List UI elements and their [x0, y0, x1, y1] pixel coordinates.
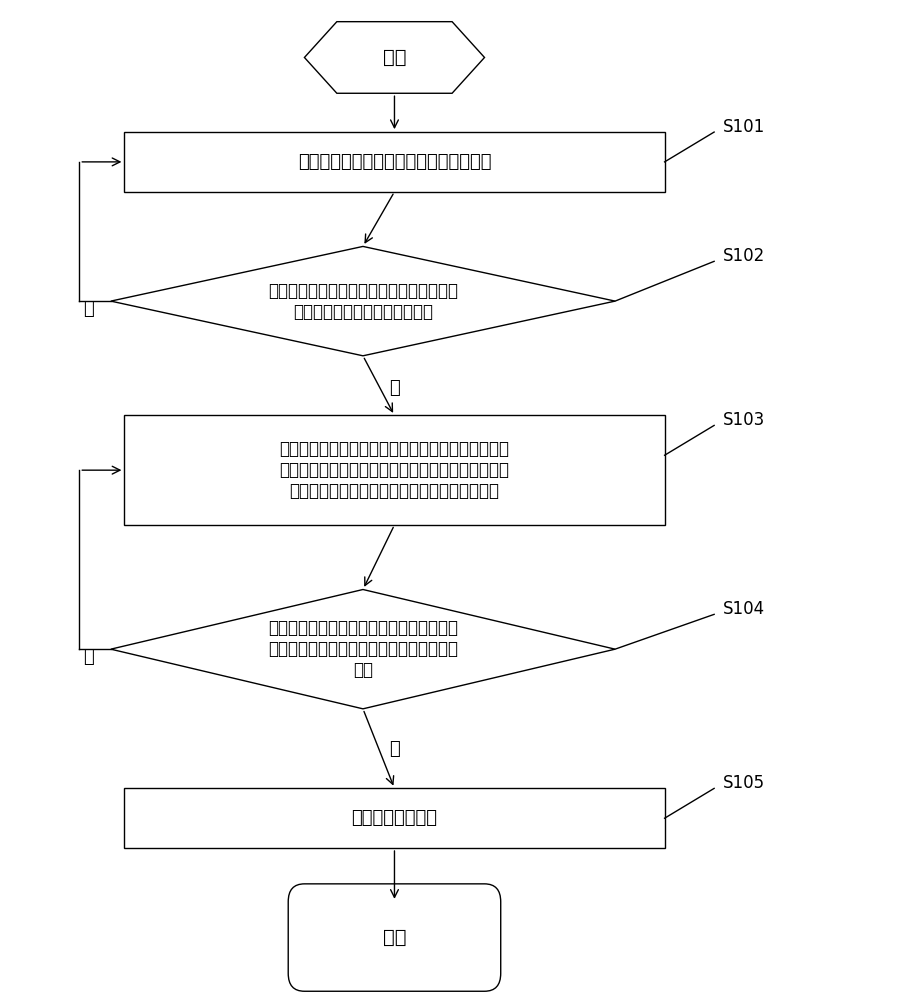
Text: 是: 是	[389, 379, 400, 397]
Text: S105: S105	[723, 774, 766, 792]
Text: 否: 否	[83, 300, 93, 318]
Text: S103: S103	[723, 411, 766, 429]
Text: S101: S101	[723, 118, 766, 136]
Text: 是: 是	[389, 740, 400, 758]
Text: 控制除垢装置关闭: 控制除垢装置关闭	[352, 809, 438, 827]
Bar	[124, 415, 665, 525]
Text: 热水机组的排气温度恢复至第二预设排气温
度，且出水管温度恢复至第二预设出水管温
度？: 热水机组的排气温度恢复至第二预设排气温 度，且出水管温度恢复至第二预设出水管温 …	[268, 619, 458, 679]
Bar	[124, 132, 665, 192]
Text: S102: S102	[723, 247, 766, 265]
Bar	[124, 788, 665, 848]
Text: 结束: 结束	[382, 928, 406, 947]
Text: 控制与热水机组的进出水管连接的除垢装置开启，使
除垢装置内的除垢水通过进水管进入热水机组，对热
水机组进行除垢，并通过出水管返回至除垢装置: 控制与热水机组的进出水管连接的除垢装置开启，使 除垢装置内的除垢水通过进水管进入…	[279, 440, 509, 500]
Text: 获取热水机组的排气温度以及出水管温度: 获取热水机组的排气温度以及出水管温度	[298, 153, 491, 171]
Text: 排气温度达到第一预设排气温度，且出水管
温度达到第一预设出水管温度？: 排气温度达到第一预设排气温度，且出水管 温度达到第一预设出水管温度？	[268, 282, 458, 321]
Text: 开始: 开始	[382, 48, 406, 67]
Text: S104: S104	[723, 600, 766, 618]
Text: 否: 否	[83, 648, 93, 666]
